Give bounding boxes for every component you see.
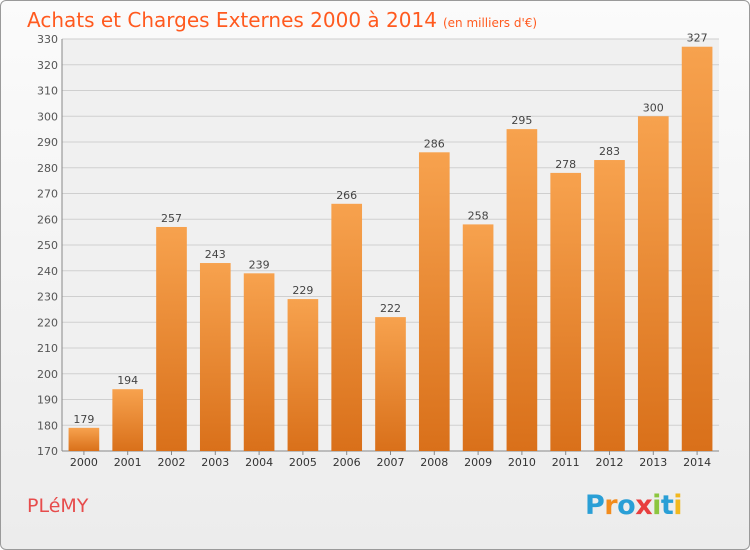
data-label: 283 [599, 145, 620, 158]
bar-2003 [199, 263, 231, 451]
logo-letter: x [635, 490, 653, 521]
bar-2010 [506, 129, 538, 451]
bar-2002 [156, 226, 187, 451]
proxiti-logo: Proxiti [585, 490, 683, 521]
data-label: 258 [468, 209, 489, 222]
y-tick-label: 300 [37, 110, 58, 123]
x-tick-label: 2013 [639, 456, 667, 469]
y-tick-label: 180 [37, 419, 58, 432]
bar-2014 [681, 46, 713, 451]
y-tick-label: 260 [37, 213, 58, 226]
data-label: 327 [687, 32, 708, 45]
x-tick-label: 2008 [420, 456, 448, 469]
x-tick-label: 2001 [114, 456, 142, 469]
chart-title: Achats et Charges Externes 2000 à 2014 (e… [27, 8, 537, 32]
data-label: 243 [205, 248, 226, 261]
y-tick-label: 170 [37, 445, 58, 458]
bar-2007 [375, 317, 406, 451]
data-label: 239 [249, 258, 270, 271]
x-tick-label: 2005 [289, 456, 317, 469]
logo-letter: i [673, 490, 683, 521]
bar-2012 [594, 160, 625, 451]
bar-2000 [68, 427, 100, 451]
data-label: 266 [336, 189, 357, 202]
data-label: 194 [117, 374, 138, 387]
y-tick-label: 190 [37, 394, 58, 407]
y-tick-label: 310 [37, 85, 58, 98]
commune-name: PLéMY [27, 495, 89, 517]
y-tick-label: 270 [37, 188, 58, 201]
x-tick-label: 2014 [683, 456, 711, 469]
x-tick-label: 2004 [245, 456, 273, 469]
bar-2001 [112, 389, 144, 451]
y-tick-label: 230 [37, 291, 58, 304]
bar-2009 [462, 224, 494, 451]
chart-unit: (en milliers d'€) [442, 16, 538, 30]
data-label: 179 [73, 413, 94, 426]
data-label: 229 [292, 284, 313, 297]
y-tick-label: 210 [37, 342, 58, 355]
y-tick-label: 280 [37, 162, 58, 175]
logo-letter: r [604, 490, 618, 521]
x-tick-label: 2007 [377, 456, 405, 469]
y-tick-label: 250 [37, 239, 58, 252]
bar-2011 [550, 172, 582, 451]
x-tick-label: 2009 [464, 456, 492, 469]
bar-2008 [418, 152, 450, 452]
logo-letter: o [617, 490, 636, 521]
y-tick-label: 290 [37, 136, 58, 149]
logo-letter: P [585, 490, 605, 521]
y-tick-label: 330 [37, 33, 58, 46]
bar-2004 [243, 273, 275, 451]
x-tick-label: 2006 [333, 456, 361, 469]
x-tick-label: 2000 [70, 456, 98, 469]
data-label: 257 [161, 212, 182, 225]
logo-letter: t [660, 490, 674, 521]
x-tick-label: 2010 [508, 456, 536, 469]
chart-title-text: Achats et Charges Externes 2000 à 2014 [27, 8, 437, 32]
data-label: 222 [380, 302, 401, 315]
x-tick-label: 2003 [201, 456, 229, 469]
bar-2006 [331, 203, 363, 451]
logo-letter: i [652, 490, 661, 521]
bar-2005 [287, 299, 319, 451]
x-tick-label: 2012 [596, 456, 624, 469]
data-label: 286 [424, 137, 445, 150]
y-tick-label: 240 [37, 265, 58, 278]
x-tick-label: 2011 [552, 456, 580, 469]
data-label: 300 [643, 101, 664, 114]
data-label: 278 [555, 158, 576, 171]
data-label: 295 [511, 114, 532, 127]
y-tick-label: 200 [37, 368, 58, 381]
y-tick-label: 320 [37, 59, 58, 72]
bar-2013 [637, 116, 669, 451]
y-tick-label: 220 [37, 316, 58, 329]
x-tick-label: 2002 [158, 456, 186, 469]
